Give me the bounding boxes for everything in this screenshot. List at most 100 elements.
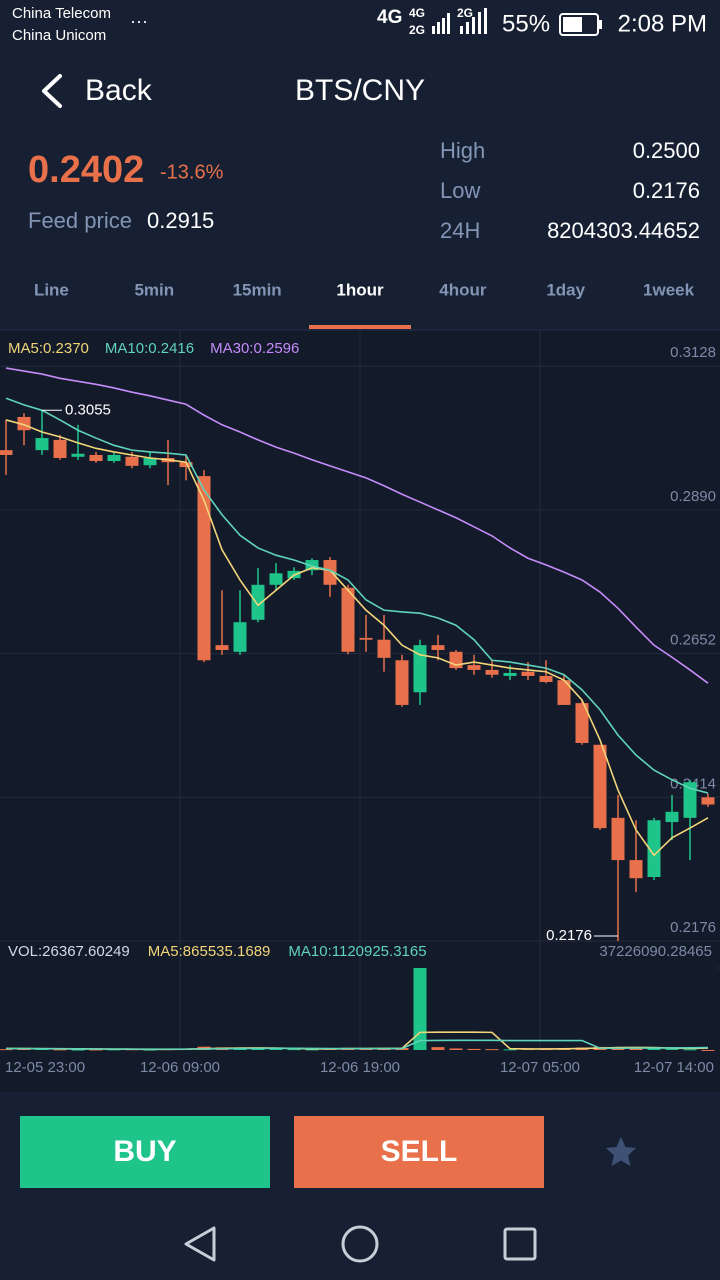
- volume-label: VOL:26367.60249: [8, 943, 130, 960]
- candle-body: [71, 453, 85, 457]
- x-tick-label: 12-05 23:00: [5, 1059, 85, 1076]
- price-change: -13.6%: [160, 161, 224, 183]
- interval-tab[interactable]: 5min: [134, 280, 174, 299]
- sell-label[interactable]: SELL: [381, 1135, 458, 1168]
- volume-bar: [53, 1049, 67, 1051]
- candle-body: [629, 860, 643, 879]
- interval-tab[interactable]: 15min: [233, 280, 282, 299]
- buy-bg[interactable]: [20, 1116, 270, 1188]
- network: 4G: [409, 6, 425, 20]
- back-label[interactable]: Back: [85, 74, 153, 107]
- volume-ma-legend: MA10:1120925.3165: [288, 943, 426, 960]
- candle-body: [611, 817, 625, 861]
- ma-line: [6, 1039, 709, 1050]
- candle-body: [575, 703, 589, 743]
- volume-bar: [269, 1048, 283, 1050]
- nav-back[interactable]: [184, 1226, 216, 1262]
- battery-fill: [563, 17, 582, 32]
- volume-bar: [89, 1049, 103, 1051]
- candle-body: [323, 560, 337, 585]
- carrier: China Telecom: [12, 5, 111, 22]
- y-tick-label: 0.2652: [670, 632, 716, 649]
- ma-legend: MA10:0.2416: [105, 340, 194, 357]
- candle-body: [179, 462, 193, 468]
- candle-body: [395, 660, 409, 705]
- back-chevron: [42, 74, 62, 108]
- candle-body: [521, 671, 535, 676]
- volume-max-label: 37226090.28465: [599, 943, 712, 960]
- low-marker-label: 0.2176: [546, 927, 592, 944]
- volume-bar: [701, 1049, 715, 1051]
- volume-bar: [503, 1049, 517, 1051]
- candle-body: [413, 645, 427, 693]
- candle-body: [665, 811, 679, 823]
- volume-bar: [71, 1049, 85, 1051]
- candle-body: [269, 573, 283, 585]
- candle-body: [683, 782, 697, 818]
- volume-bar: [359, 1048, 373, 1050]
- volume-bar: [0, 1049, 13, 1051]
- volume-bar: [665, 1048, 679, 1050]
- sell-bg[interactable]: [294, 1116, 544, 1188]
- volume-bar: [449, 1048, 463, 1050]
- candle-body: [539, 675, 553, 682]
- ma-line: [5, 419, 709, 857]
- candle-body: [593, 744, 607, 829]
- volume-bar: [485, 1049, 499, 1051]
- battery-tip: [599, 20, 602, 29]
- buy-label[interactable]: BUY: [113, 1135, 176, 1168]
- ma-legend: MA5:0.2370: [8, 340, 89, 357]
- stat-value: 8204303.44652: [547, 218, 700, 243]
- network: 4G: [377, 7, 402, 28]
- y-tick-label: 0.3128: [670, 344, 716, 361]
- carrier: China Unicom: [12, 27, 106, 44]
- back-button[interactable]: Back: [42, 74, 153, 108]
- volume-bar: [683, 1049, 697, 1051]
- candle-body: [557, 680, 571, 705]
- interval-tab[interactable]: 4hour: [439, 280, 487, 299]
- stat-label: High: [440, 138, 485, 163]
- more-dots: ···: [130, 11, 148, 31]
- interval-tab[interactable]: Line: [34, 280, 69, 299]
- candle-body: [53, 439, 67, 458]
- nav-home[interactable]: [341, 1225, 379, 1263]
- ma-line: [5, 367, 709, 684]
- candle-body: [233, 622, 247, 652]
- candle-body: [701, 797, 715, 805]
- volume-bar: [647, 1048, 661, 1050]
- favorite-star[interactable]: [606, 1137, 636, 1166]
- signal-icons: [432, 8, 487, 34]
- interval-tab[interactable]: 1day: [546, 280, 585, 299]
- candle-body: [467, 665, 481, 670]
- candle-body: [359, 637, 373, 640]
- nav-recent[interactable]: [503, 1227, 537, 1261]
- battery-level: 55%: [502, 10, 550, 37]
- network: 2G: [409, 23, 425, 37]
- candle-body: [341, 587, 355, 652]
- stat-label: Low: [440, 178, 480, 203]
- candle-body: [197, 476, 211, 661]
- candle-body: [485, 669, 499, 675]
- buy-button[interactable]: BUY: [20, 1116, 270, 1188]
- interval-tab[interactable]: 1hour: [336, 280, 384, 299]
- network: 2G: [457, 6, 473, 20]
- active-tab-indicator: [309, 325, 411, 329]
- candle-body: [377, 639, 391, 658]
- sell-button[interactable]: SELL: [294, 1116, 544, 1188]
- interval-tab[interactable]: 1week: [643, 280, 695, 299]
- volume-bar: [629, 1048, 643, 1050]
- ma-line: [5, 397, 709, 794]
- volume-bar: [431, 1047, 445, 1050]
- candle-body: [35, 438, 49, 451]
- battery-icon: [559, 13, 599, 36]
- x-tick-label: 12-06 19:00: [320, 1059, 400, 1076]
- candle-body: [647, 820, 661, 878]
- volume-bar: [305, 1049, 319, 1051]
- pair-title: BTS/CNY: [295, 74, 425, 107]
- candle-body: [305, 560, 319, 571]
- candle-body: [431, 645, 445, 650]
- candle-body: [0, 450, 13, 455]
- feed-price: 0.2915: [147, 208, 214, 233]
